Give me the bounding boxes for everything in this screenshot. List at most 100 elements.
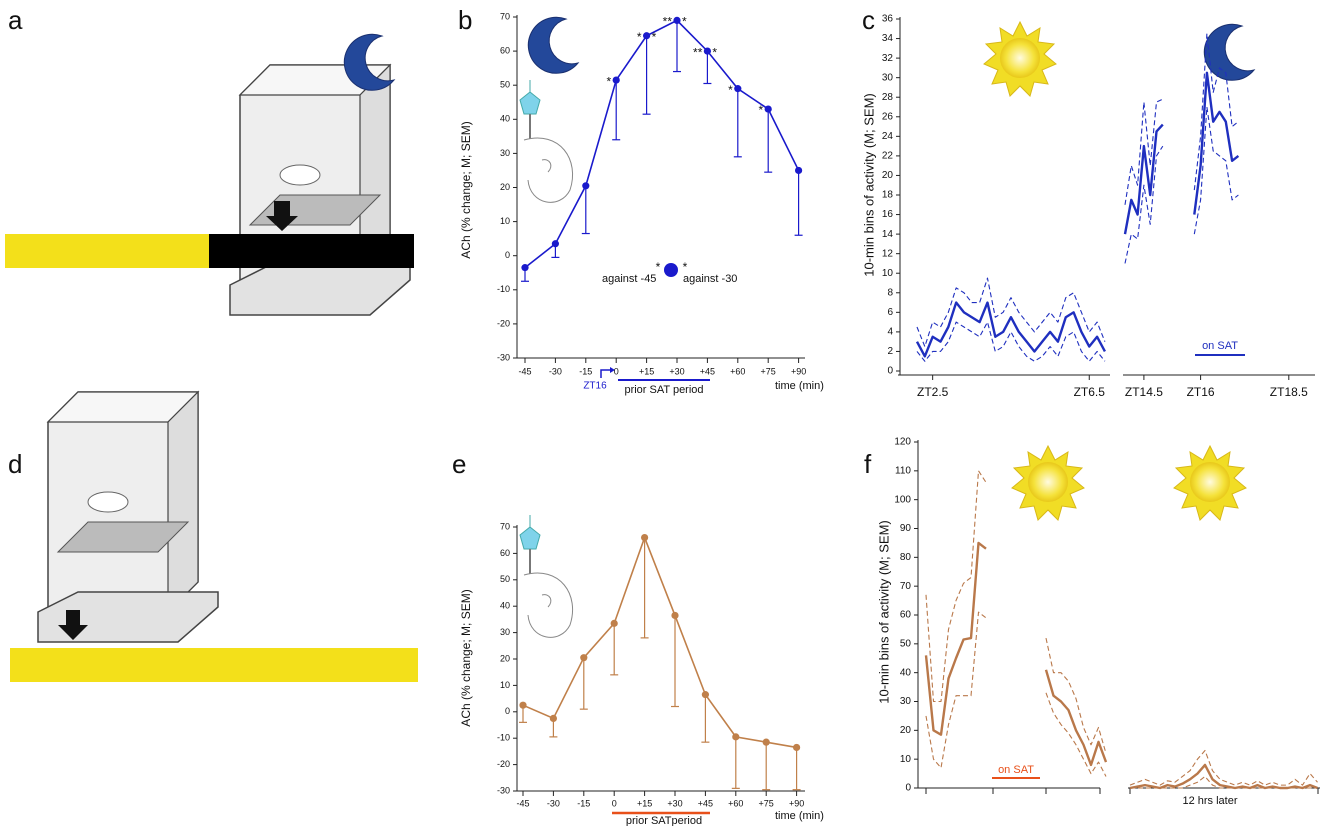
y-tick-label: 8	[887, 287, 893, 298]
period-label: prior SAT period	[624, 384, 703, 396]
sem-line	[925, 611, 1107, 777]
y-tick-label: -20	[497, 318, 510, 328]
y-tick-label: 20	[500, 182, 510, 192]
point	[612, 76, 620, 84]
y-tick-label: 70	[900, 581, 912, 592]
significance: *	[682, 15, 687, 29]
panel-label: b	[458, 5, 472, 35]
y-tick-label: 100	[894, 494, 911, 505]
significance: *	[759, 103, 764, 117]
y-tick-label: 70	[500, 11, 510, 21]
y-tick-label: 0	[905, 783, 911, 794]
panel-label: f	[864, 449, 872, 479]
y-tick-label: 90	[900, 523, 912, 534]
y-tick-label: 70	[500, 521, 510, 531]
y-tick-label: 30	[900, 696, 912, 707]
point	[671, 611, 679, 620]
y-tick-label: 120	[894, 437, 911, 448]
point	[610, 619, 618, 627]
point	[732, 733, 740, 741]
y-tick-label: -20	[497, 759, 510, 769]
panel-label: d	[8, 449, 22, 479]
y-tick-label: 50	[500, 80, 510, 90]
sem-line	[1129, 749, 1318, 786]
x-tick-label: -30	[549, 366, 562, 376]
x-ticks	[925, 788, 1319, 794]
sem-line	[916, 277, 1106, 348]
y-tick-label: 34	[882, 33, 894, 44]
y-tick-label: 110	[895, 465, 911, 476]
point	[793, 743, 801, 752]
x-tick-label: +75	[759, 798, 774, 808]
y-tick-label: 16	[882, 209, 894, 220]
mean-line	[1123, 71, 1240, 235]
y-tick-label: 60	[900, 610, 912, 621]
neuron-icon	[519, 514, 574, 639]
moon-icon	[527, 16, 579, 74]
point	[701, 691, 710, 699]
y-tick-label: 30	[500, 148, 510, 158]
y-tick-label: 28	[882, 92, 894, 103]
significance: **	[663, 15, 673, 29]
panel-label: c	[862, 5, 875, 35]
y-tick-label: 30	[500, 627, 510, 637]
mean-line	[915, 301, 1106, 358]
x-tick-label: ZT16	[1187, 385, 1215, 399]
x-tick-label: 0	[612, 798, 617, 808]
line	[524, 19, 800, 269]
sem-line	[1130, 775, 1318, 789]
significance: *	[607, 74, 612, 88]
x-tick-label: -30	[547, 798, 560, 808]
y-tick-label: 50	[900, 638, 912, 649]
x-tick-label: +90	[791, 366, 806, 376]
y-tick-label: 18	[882, 190, 894, 201]
y-tick-label: -30	[497, 785, 510, 795]
moon-icon	[1203, 23, 1255, 81]
zt-label: ZT16	[583, 381, 607, 392]
line	[522, 535, 797, 749]
sun-icon	[1173, 445, 1247, 521]
neuron-icon	[519, 79, 574, 204]
x-tick-label: +75	[761, 366, 776, 376]
x-tick-label: ZT2.5	[917, 385, 949, 399]
y-tick-label: 0	[887, 366, 893, 377]
y-tick-label: 40	[900, 667, 912, 678]
y-axis-label: 10-min bins of activity (M; SEM)	[876, 520, 891, 704]
y-tick-label: -30	[497, 352, 510, 362]
x-tick-label: 0	[614, 366, 619, 376]
mean-line	[1129, 763, 1318, 790]
sem-line	[925, 470, 1107, 754]
panel-label: e	[452, 449, 466, 479]
legend-label: against -30	[683, 273, 737, 285]
panel-label: a	[8, 5, 23, 35]
y-tick-label: 10	[500, 216, 510, 226]
x-tick-label: -15	[577, 798, 590, 808]
x-axis-label: 12 hrs later	[1182, 795, 1237, 807]
sem-line	[1124, 106, 1239, 264]
x-axis-label: time (min)	[775, 810, 824, 822]
point	[551, 240, 560, 248]
x-tick-label: +30	[667, 798, 682, 808]
significance: *	[637, 30, 642, 44]
light-bar	[10, 648, 418, 682]
x-tick-label: +60	[730, 366, 745, 376]
legend-mark: *	[683, 260, 688, 274]
x-tick-label: +15	[639, 366, 654, 376]
y-tick-label: 26	[882, 111, 894, 122]
x-tick-label: +45	[698, 798, 713, 808]
cage-illustration	[37, 391, 219, 643]
significance: **	[693, 45, 703, 59]
y-tick-label: 36	[882, 14, 894, 25]
legend-label: against -45	[602, 273, 656, 285]
x-tick-label: +15	[637, 798, 652, 808]
x-tick-label: +45	[700, 366, 715, 376]
x-tick-label: -45	[516, 798, 529, 808]
x-axis-label: time (min)	[775, 380, 824, 392]
point	[643, 32, 651, 40]
y-tick-label: 32	[882, 53, 894, 64]
point	[764, 105, 772, 113]
sat-label: on SAT	[998, 764, 1034, 776]
point	[580, 654, 588, 662]
x-tick-label: -45	[518, 366, 531, 376]
